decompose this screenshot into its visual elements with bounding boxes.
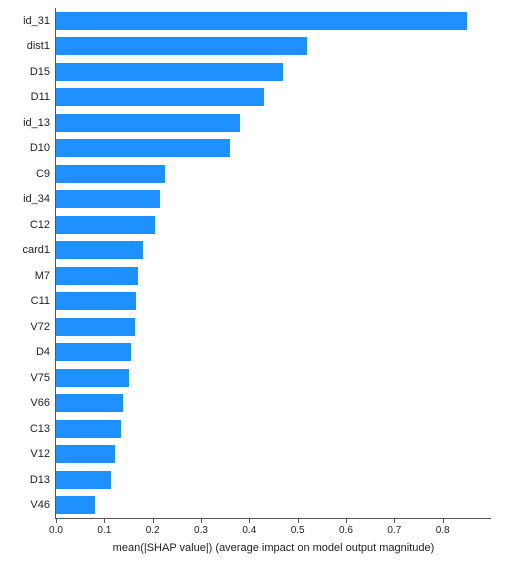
y-tick-label: D10 — [30, 142, 50, 154]
x-tick-label: 0.5 — [291, 525, 305, 536]
y-tick-label: C9 — [36, 168, 50, 180]
x-tick-mark — [298, 518, 299, 523]
bar — [56, 471, 111, 489]
y-tick-label: V46 — [30, 499, 50, 511]
y-tick-label: V12 — [30, 448, 50, 460]
x-tick-label: 0.2 — [146, 525, 160, 536]
y-tick-label: V66 — [30, 397, 50, 409]
bar — [56, 292, 136, 310]
y-tick-label: V75 — [30, 372, 50, 384]
y-tick-label: D15 — [30, 66, 50, 78]
y-tick-label: D4 — [36, 346, 50, 358]
x-tick-mark — [201, 518, 202, 523]
bar — [56, 394, 123, 412]
x-tick-label: 0.4 — [242, 525, 256, 536]
x-tick-label: 0.8 — [436, 525, 450, 536]
bar — [56, 190, 160, 208]
x-tick-mark — [443, 518, 444, 523]
bar — [56, 63, 283, 81]
bar — [56, 165, 165, 183]
bar — [56, 37, 307, 55]
bar — [56, 139, 230, 157]
y-tick-label: C11 — [31, 295, 50, 307]
y-tick-label: V72 — [30, 321, 50, 333]
x-tick-label: 0.6 — [339, 525, 353, 536]
shap-summary-chart: mean(|SHAP value|) (average impact on mo… — [0, 0, 508, 568]
y-tick-label: id_31 — [23, 15, 50, 27]
x-tick-mark — [249, 518, 250, 523]
bar — [56, 318, 135, 336]
x-tick-label: 0.7 — [387, 525, 401, 536]
x-tick-mark — [394, 518, 395, 523]
bar — [56, 343, 131, 361]
bar — [56, 114, 240, 132]
y-tick-label: D11 — [31, 91, 50, 103]
y-tick-label: C13 — [30, 423, 50, 435]
y-tick-label: D13 — [30, 474, 50, 486]
bar — [56, 369, 129, 387]
y-tick-label: card1 — [22, 244, 50, 256]
y-tick-label: M7 — [35, 270, 50, 282]
x-axis-label: mean(|SHAP value|) (average impact on mo… — [113, 542, 435, 554]
plot-area: mean(|SHAP value|) (average impact on mo… — [55, 8, 491, 519]
y-tick-label: C12 — [30, 219, 50, 231]
bar — [56, 241, 143, 259]
bar — [56, 267, 138, 285]
x-tick-mark — [346, 518, 347, 523]
x-tick-mark — [153, 518, 154, 523]
bar — [56, 216, 155, 234]
x-tick-mark — [56, 518, 57, 523]
bar — [56, 12, 467, 30]
y-tick-label: id_13 — [23, 117, 50, 129]
x-tick-label: 0.0 — [49, 525, 63, 536]
x-tick-label: 0.1 — [97, 525, 111, 536]
bar — [56, 420, 121, 438]
bar — [56, 496, 95, 514]
y-tick-label: id_34 — [23, 193, 50, 205]
y-tick-label: dist1 — [27, 40, 50, 52]
x-tick-mark — [104, 518, 105, 523]
bar — [56, 88, 264, 106]
x-tick-label: 0.3 — [194, 525, 208, 536]
bar — [56, 445, 115, 463]
